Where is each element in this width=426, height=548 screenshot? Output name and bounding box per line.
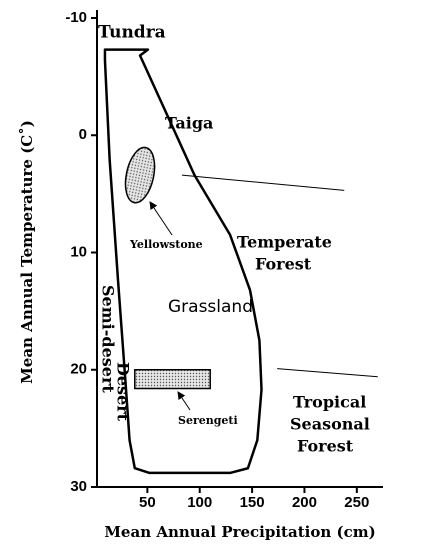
region-label: Serengeti (178, 414, 238, 427)
y-tick-label: 20 (70, 361, 87, 378)
biome-label: Tundra (98, 23, 166, 43)
region-label: Yellowstone (129, 238, 203, 251)
y-axis-title: Mean Annual Temperature (C˚) (18, 120, 36, 384)
biome-label: Temperate (237, 233, 332, 252)
y-tick-label: 30 (70, 478, 87, 495)
x-tick-label: 250 (344, 494, 369, 511)
biome-outline (103, 48, 263, 475)
yellowstone-region (124, 146, 156, 204)
y-tick-label: 10 (70, 243, 87, 260)
arrow (177, 391, 191, 411)
x-tick-label: 150 (240, 494, 265, 511)
y-tick-label: 0 (79, 126, 87, 143)
biome-label: Forest (255, 255, 312, 274)
biome-label: Grassland (168, 297, 253, 317)
biome-label: Taiga (165, 114, 213, 133)
biome-label: Forest (297, 437, 354, 456)
y-tick-label: -10 (65, 9, 87, 26)
biome-label: Seasonal (290, 415, 370, 434)
biome-label: Tropical (293, 393, 366, 412)
boundary-line (277, 368, 378, 378)
biome-label: Desert (114, 362, 133, 422)
biome-label: Semi-desert (99, 285, 118, 393)
x-tick-label: 200 (292, 494, 317, 511)
boundary-line (181, 174, 345, 191)
arrow (149, 201, 173, 236)
x-axis-title: Mean Annual Precipitation (cm) (104, 523, 375, 541)
serengeti-region (134, 369, 211, 390)
x-tick-label: 100 (187, 494, 212, 511)
x-tick-label: 50 (139, 494, 156, 511)
